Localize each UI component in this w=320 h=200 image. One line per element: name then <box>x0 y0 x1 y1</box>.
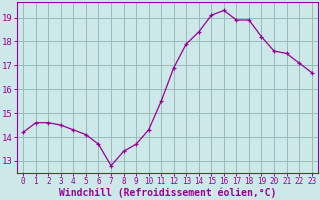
X-axis label: Windchill (Refroidissement éolien,°C): Windchill (Refroidissement éolien,°C) <box>59 187 276 198</box>
